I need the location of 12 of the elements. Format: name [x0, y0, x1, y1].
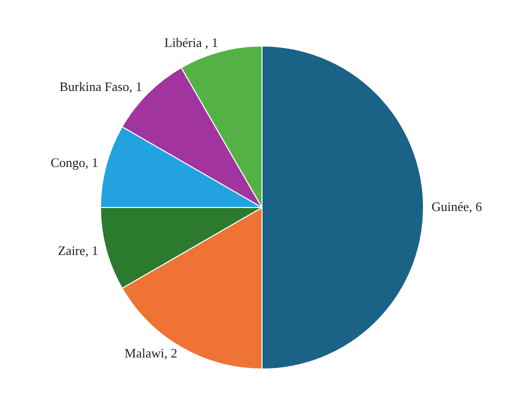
slice-label: Malawi: [124, 346, 165, 361]
slice-label: Libéria: [164, 35, 206, 50]
data-label: , 1: [129, 79, 142, 94]
slice-label: Burkina Faso: [59, 79, 130, 94]
slice-label: Congo: [50, 155, 86, 170]
data-label: , 1: [85, 155, 98, 170]
data-label: , 2: [164, 346, 178, 361]
data-label: , 6: [469, 198, 483, 214]
slice-label: Zaire: [58, 242, 86, 258]
slice-label: Guinée: [432, 198, 470, 214]
data-label: , 1: [205, 35, 218, 50]
data-label: , 1: [85, 242, 98, 258]
